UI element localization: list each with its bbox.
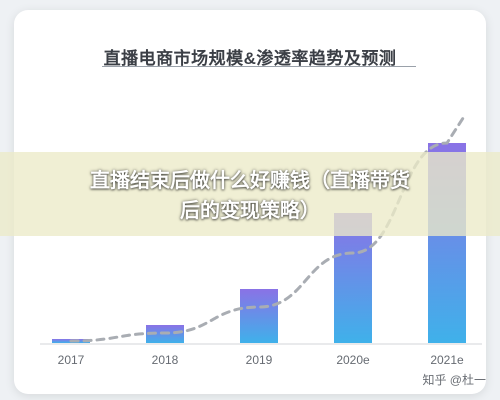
x-tick-label: 2018 — [152, 353, 179, 367]
x-tick-label: 2020e — [336, 353, 370, 367]
title-underline — [102, 66, 416, 67]
x-tick-label: 2017 — [58, 353, 85, 367]
headline-line-2: 后的变现策略） — [180, 200, 320, 222]
headline-banner — [0, 152, 500, 236]
bar-2019 — [240, 289, 278, 343]
watermark: 知乎 @杜一 — [422, 373, 486, 387]
headline-text: 直播结束后做什么好赚钱（直播带货 后的变现策略） — [0, 166, 500, 226]
x-tick-label: 2019 — [246, 353, 273, 367]
x-tick-label: 2021e — [430, 353, 464, 367]
headline-line-1: 直播结束后做什么好赚钱（直播带货 — [90, 170, 410, 192]
chart-title: 直播电商市场规模&渗透率趋势及预测 — [103, 49, 397, 68]
